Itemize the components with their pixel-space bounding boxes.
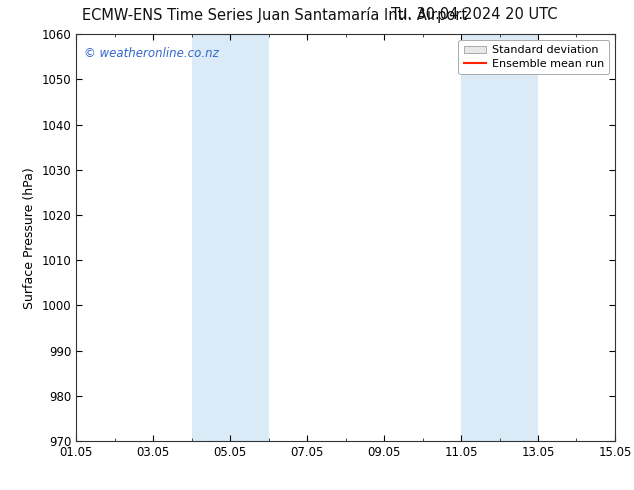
- Bar: [191, 34, 269, 441]
- Legend: Standard deviation, Ensemble mean run: Standard deviation, Ensemble mean run: [458, 40, 609, 74]
- Text: Tu. 30.04.2024 20 UTC: Tu. 30.04.2024 20 UTC: [391, 7, 558, 23]
- Text: © weatheronline.co.nz: © weatheronline.co.nz: [84, 47, 219, 59]
- Bar: [461, 34, 538, 441]
- Y-axis label: Surface Pressure (hPa): Surface Pressure (hPa): [23, 167, 36, 309]
- Text: ECMW-ENS Time Series Juan Santamaría Intl. Airport: ECMW-ENS Time Series Juan Santamaría Int…: [82, 7, 467, 24]
